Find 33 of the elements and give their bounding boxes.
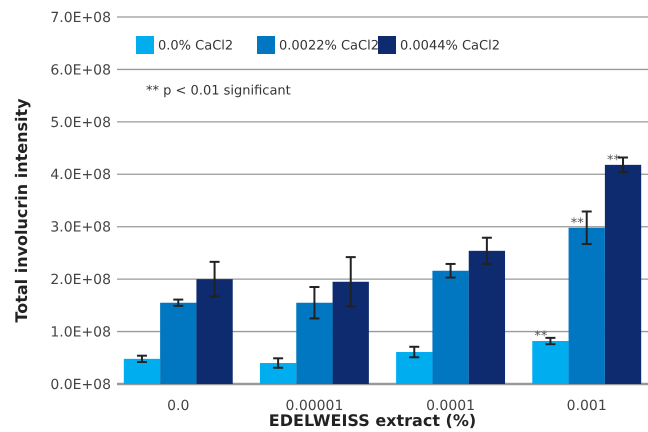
bar — [260, 363, 296, 384]
y-tick-label: 5.0E+08 — [50, 114, 111, 131]
legend-label: 0.0022% CaCl2 — [279, 38, 379, 54]
x-tick-label: 0.0001 — [426, 398, 476, 414]
bar — [604, 164, 642, 384]
bar — [532, 341, 569, 384]
bar — [468, 250, 506, 384]
y-tick-label: 4.0E+08 — [50, 167, 111, 184]
bar — [196, 279, 233, 384]
legend-label: 0.0% CaCl2 — [158, 38, 234, 54]
y-axis-title: Total involucrin intensity — [12, 98, 31, 323]
bar — [160, 302, 196, 384]
x-tick-label: 0.001 — [566, 398, 607, 414]
x-axis-title: EDELWEISS extract (%) — [268, 411, 476, 430]
legend-label: 0.0044% CaCl2 — [400, 38, 500, 54]
bar — [396, 352, 432, 384]
y-tick-label: 7.0E+08 — [50, 10, 111, 26]
data-label: ** — [534, 329, 548, 344]
x-tick-label: 0.00001 — [285, 398, 344, 414]
bar — [432, 270, 469, 384]
y-tick-label: 3.0E+08 — [50, 220, 111, 236]
bar — [124, 358, 160, 384]
bar — [568, 228, 605, 384]
bar — [296, 302, 333, 384]
data-label: ** — [607, 152, 621, 168]
annotation: ** p < 0.01 significant — [146, 84, 291, 99]
data-label: ** — [570, 216, 584, 231]
x-tick-label: 0.0 — [167, 398, 190, 414]
y-tick-label: 2.0E+08 — [50, 272, 111, 288]
y-tick-label: 0.0E+08 — [50, 376, 111, 393]
y-tick-label: 6.0E+08 — [50, 62, 111, 78]
bar — [332, 282, 369, 384]
y-tick-label: 1.0E+08 — [50, 324, 111, 340]
